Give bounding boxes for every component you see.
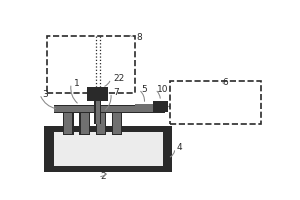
- Bar: [63, 113, 74, 135]
- Bar: [44, 126, 172, 172]
- Bar: [112, 113, 122, 135]
- Bar: [94, 101, 101, 124]
- Bar: [54, 112, 165, 113]
- Text: 5: 5: [141, 85, 147, 94]
- Bar: [54, 132, 163, 166]
- Text: 1: 1: [74, 79, 79, 88]
- Bar: [97, 113, 105, 134]
- Bar: [54, 105, 165, 113]
- Bar: [96, 101, 100, 124]
- Text: 10: 10: [157, 85, 169, 94]
- Bar: [153, 101, 168, 112]
- Text: 7: 7: [113, 88, 119, 97]
- Bar: [79, 113, 90, 135]
- Text: 3: 3: [42, 90, 48, 99]
- Bar: [88, 87, 108, 101]
- Text: 22: 22: [113, 74, 124, 83]
- Bar: [54, 105, 165, 106]
- Text: 4: 4: [177, 143, 183, 152]
- Text: 6: 6: [222, 78, 228, 87]
- Bar: [96, 113, 106, 135]
- Bar: [80, 113, 89, 134]
- Bar: [170, 81, 261, 124]
- Bar: [47, 36, 135, 93]
- Bar: [64, 113, 72, 134]
- Bar: [135, 104, 165, 108]
- Text: 2: 2: [100, 172, 106, 181]
- Bar: [113, 113, 121, 134]
- Text: 8: 8: [136, 33, 142, 42]
